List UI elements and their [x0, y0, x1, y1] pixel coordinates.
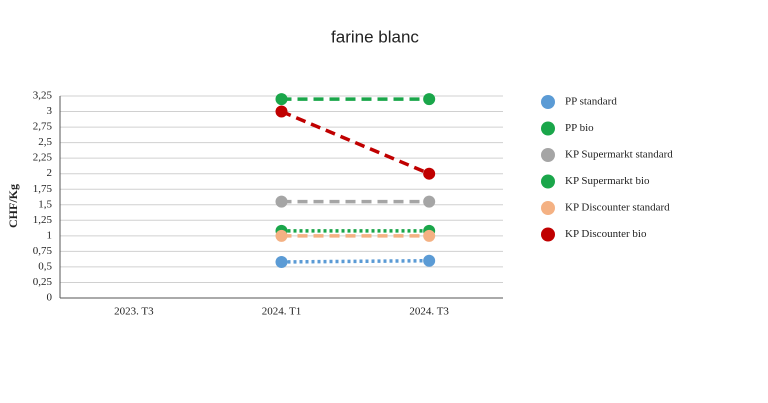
series-line: [281, 258, 430, 264]
y-tick-label: 3,25: [33, 90, 53, 102]
legend-marker: [541, 121, 555, 136]
legend-label: KP Supermarkt standard: [565, 149, 673, 161]
y-tick-label: 0: [47, 292, 53, 304]
y-tick-label: 2,25: [33, 152, 53, 164]
x-tick-label: 2024. T3: [409, 306, 449, 318]
legend-label: PP standard: [565, 96, 617, 108]
y-tick-label: 0,5: [38, 260, 52, 272]
point: [275, 105, 288, 118]
series-line: [280, 109, 430, 176]
point: [275, 255, 288, 268]
chart-title: farine blanc: [331, 27, 419, 46]
point: [423, 229, 436, 242]
y-tick-label: 0,75: [33, 245, 53, 257]
y-tick-label: 1,25: [33, 214, 53, 226]
point: [423, 195, 436, 208]
y-tick-label: 1,75: [33, 183, 53, 195]
y-tick-label: 3: [47, 105, 53, 117]
legend-label: KP Discounter standard: [565, 202, 670, 214]
point: [423, 254, 436, 267]
y-tick-label: 0,25: [33, 276, 53, 288]
x-tick-label: 2024. T1: [262, 306, 302, 318]
legend-marker: [541, 227, 555, 242]
legend-label: KP Supermarkt bio: [565, 175, 650, 187]
point: [423, 93, 436, 106]
legend-marker: [541, 95, 555, 109]
y-tick-label: 1: [47, 229, 53, 241]
point: [423, 167, 436, 180]
point: [275, 93, 288, 106]
legend-label: PP bio: [565, 122, 594, 134]
y-tick-label: 2,75: [33, 121, 53, 133]
y-tick-label: 2: [47, 167, 53, 179]
point: [275, 229, 288, 242]
point: [275, 195, 288, 208]
y-tick-label: 2,5: [38, 136, 52, 148]
legend-marker: [541, 174, 555, 189]
x-tick-label: 2023. T3: [114, 306, 154, 318]
legend-marker: [541, 148, 555, 162]
y-tick-label: 1,5: [38, 198, 52, 210]
y-axis-label: CHF/Kg: [6, 184, 20, 228]
legend-label: KP Discounter bio: [565, 228, 647, 240]
legend-marker: [541, 201, 555, 215]
